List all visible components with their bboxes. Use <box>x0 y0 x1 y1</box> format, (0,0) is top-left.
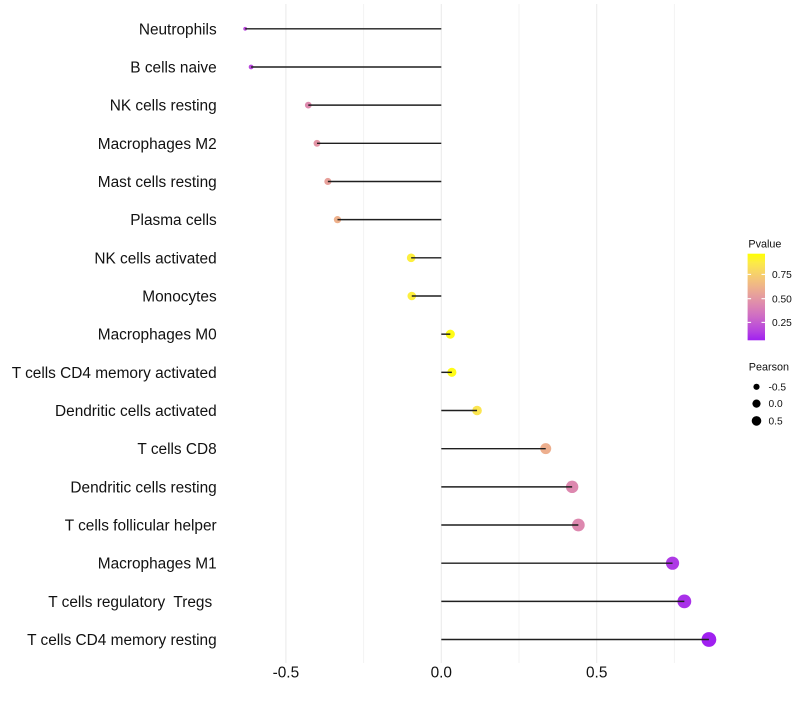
svg-text:T cells CD4 memory resting: T cells CD4 memory resting <box>27 632 217 649</box>
svg-text:-0.5: -0.5 <box>769 382 787 393</box>
svg-text:T cells regulatory Tregs: T cells regulatory Tregs <box>48 594 212 611</box>
svg-text:Dendritic cells resting: Dendritic cells resting <box>70 479 216 496</box>
svg-text:0.5: 0.5 <box>769 417 783 428</box>
svg-text:T cells CD8: T cells CD8 <box>137 441 216 458</box>
svg-text:0.75: 0.75 <box>772 270 792 281</box>
svg-text:Macrophages M0: Macrophages M0 <box>98 327 217 344</box>
svg-text:T cells CD4 memory activated: T cells CD4 memory activated <box>12 365 217 382</box>
svg-text:-0.5: -0.5 <box>273 665 300 682</box>
svg-text:0.50: 0.50 <box>772 294 792 305</box>
svg-text:0.0: 0.0 <box>769 399 783 410</box>
svg-text:0.0: 0.0 <box>431 665 452 682</box>
svg-text:Monocytes: Monocytes <box>142 288 217 305</box>
svg-text:Pvalue: Pvalue <box>748 239 781 251</box>
svg-text:Macrophages M2: Macrophages M2 <box>98 136 217 153</box>
svg-text:Pearson: Pearson <box>749 362 789 374</box>
svg-text:0.5: 0.5 <box>586 665 607 682</box>
svg-text:0.25: 0.25 <box>772 318 792 329</box>
svg-text:Neutrophils: Neutrophils <box>139 21 217 38</box>
svg-text:Macrophages M1: Macrophages M1 <box>98 556 217 573</box>
svg-text:Plasma cells: Plasma cells <box>130 212 217 229</box>
svg-text:T cells follicular helper: T cells follicular helper <box>65 518 217 535</box>
svg-text:Dendritic cells activated: Dendritic cells activated <box>55 403 217 420</box>
svg-text:NK cells activated: NK cells activated <box>94 250 216 267</box>
svg-text:NK cells resting: NK cells resting <box>110 98 217 115</box>
svg-text:B cells naive: B cells naive <box>130 59 216 76</box>
svg-text:Mast cells resting: Mast cells resting <box>98 174 217 191</box>
